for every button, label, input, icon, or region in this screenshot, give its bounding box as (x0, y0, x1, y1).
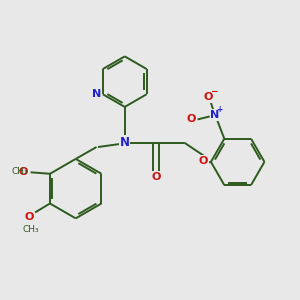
Text: N: N (92, 89, 101, 99)
Text: O: O (151, 172, 160, 182)
Text: +: + (216, 105, 222, 114)
Text: N: N (210, 110, 219, 120)
Text: O: O (25, 212, 34, 223)
Text: O: O (204, 92, 213, 102)
Text: O: O (199, 156, 208, 166)
Text: O: O (18, 167, 28, 177)
Text: CH₃: CH₃ (22, 225, 39, 234)
Text: −: − (210, 87, 218, 96)
Text: N: N (120, 136, 130, 149)
Text: CH₃: CH₃ (11, 167, 28, 176)
Text: O: O (187, 114, 196, 124)
